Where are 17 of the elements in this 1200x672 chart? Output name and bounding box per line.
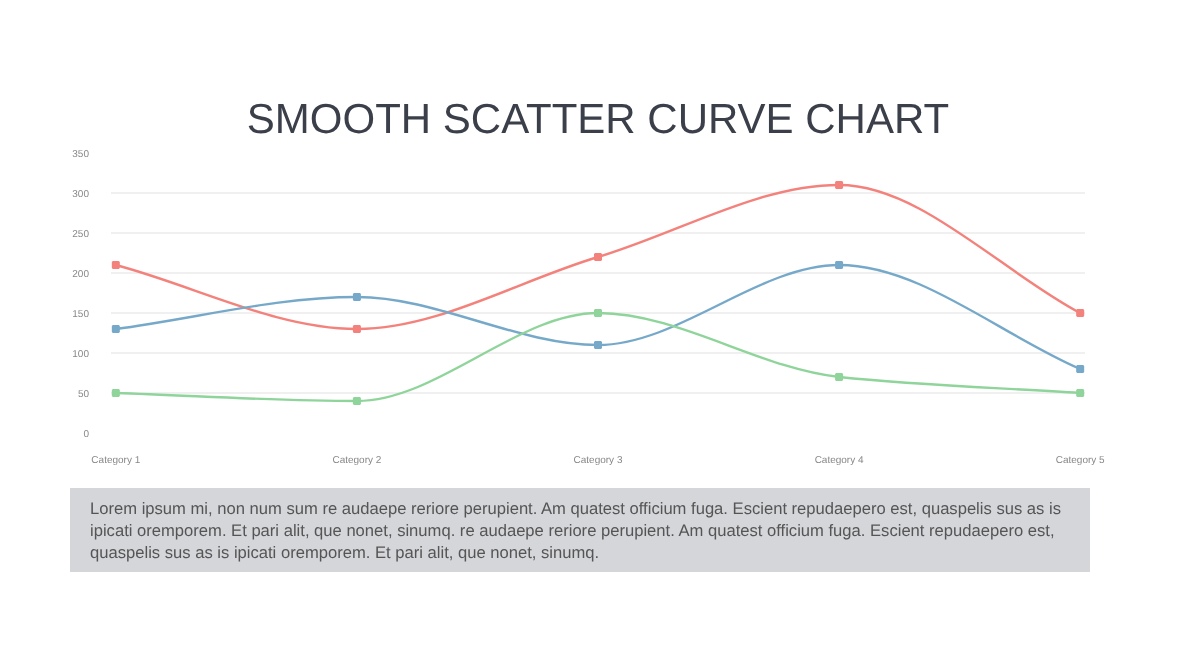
point <box>835 373 844 381</box>
point <box>835 261 844 269</box>
point <box>835 181 844 189</box>
point <box>352 397 361 405</box>
point <box>594 253 602 261</box>
point <box>1076 365 1085 373</box>
text: Lorem ipsum mi, non num sum re audaepe reriore perupient. Am quatest officium fuga. Escient repudaepero est, quaspelis sus as is ipicati oremporem. Et pari alit, que nonet, sinumq. re audaepe reriore perupient. Am quatest officium fuga. Escient repudaepero est, quaspelis sus as is ipicati oremporem. Et pari alit, que nonet, sinumq. <box>90 498 1063 563</box>
point <box>594 309 602 317</box>
chart-title: SMOOTH SCATTER CURVE CHART <box>246 97 950 143</box>
point <box>111 261 120 269</box>
point <box>352 325 361 333</box>
point <box>111 389 120 397</box>
point <box>594 341 602 349</box>
point <box>1076 389 1085 397</box>
point <box>352 293 361 301</box>
point <box>111 325 120 333</box>
point <box>1076 309 1085 317</box>
